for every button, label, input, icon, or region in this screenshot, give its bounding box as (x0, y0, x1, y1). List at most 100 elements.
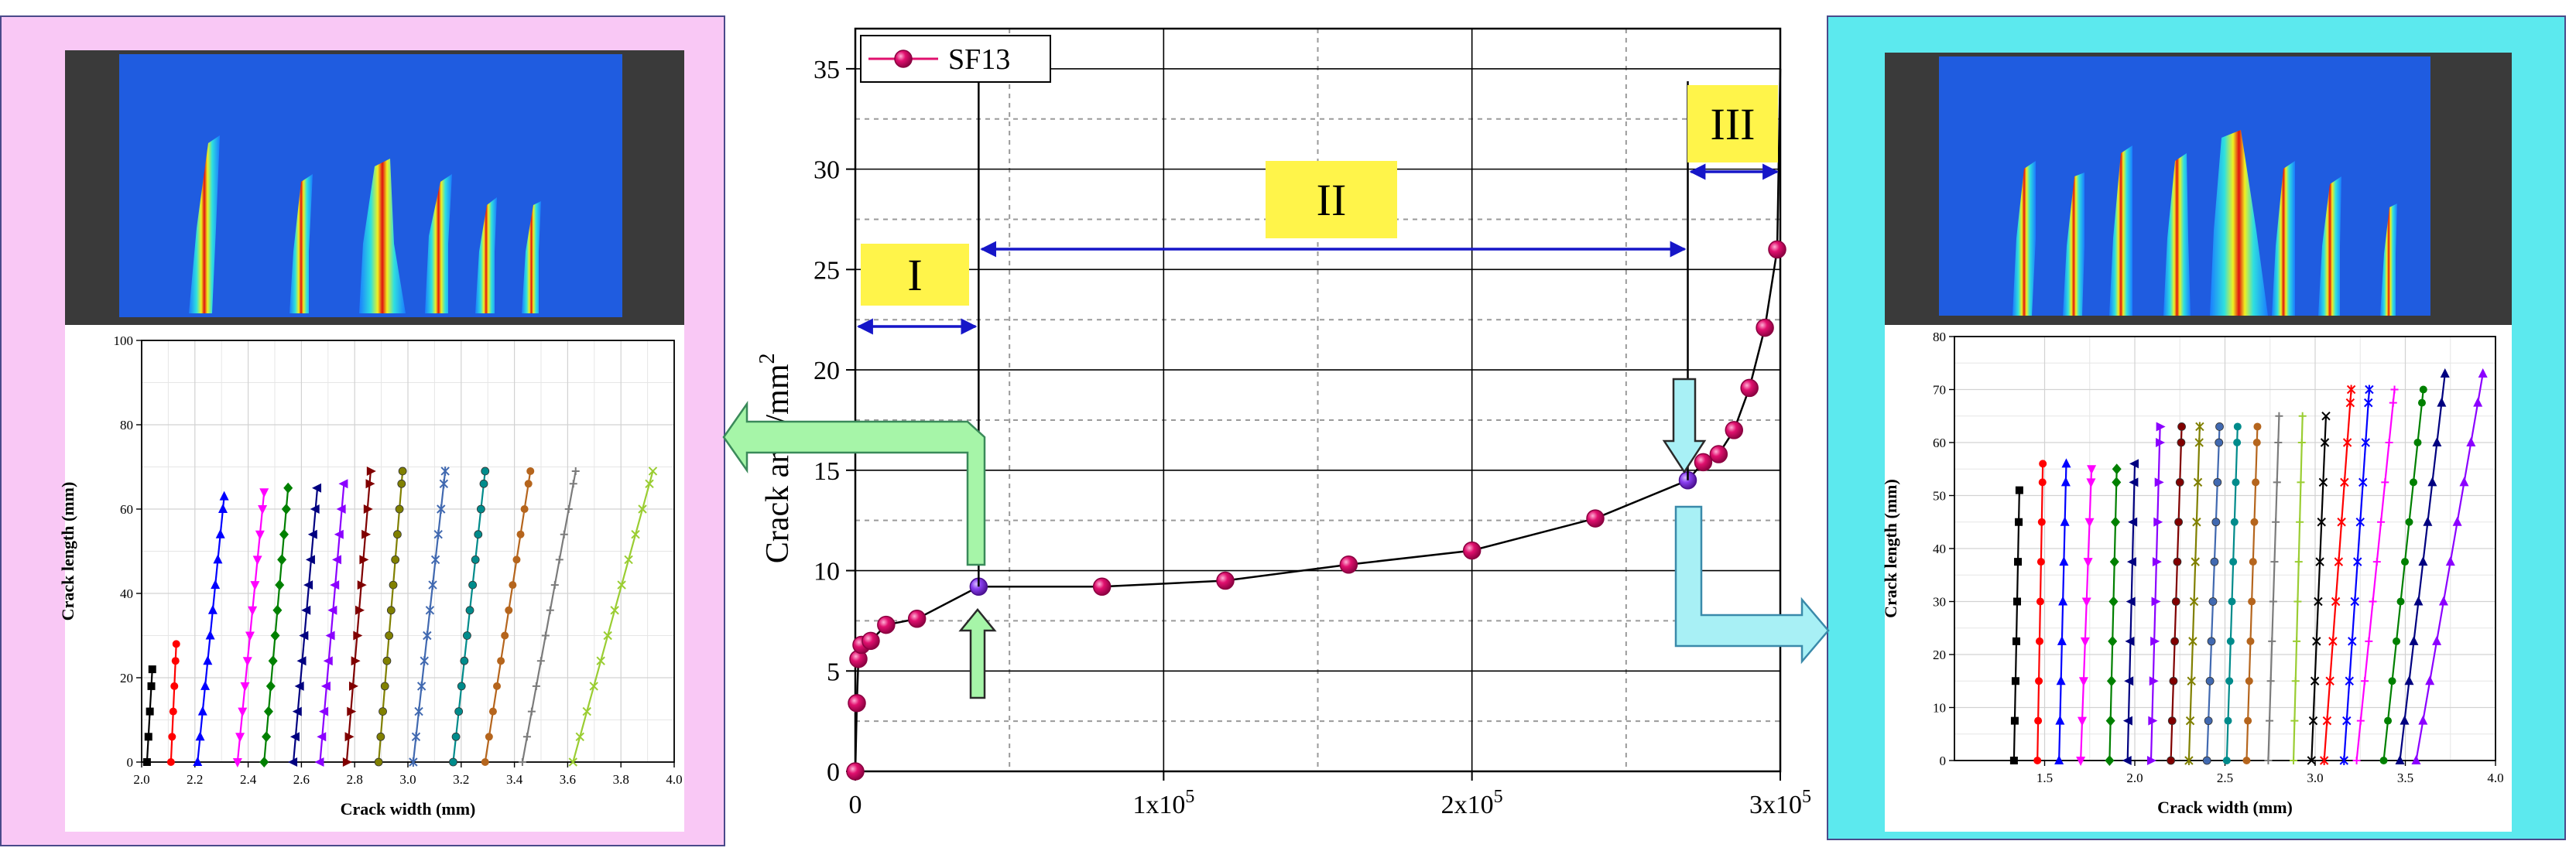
marker-hexagon (376, 732, 385, 741)
y-tick-label: 50 (1933, 489, 1946, 504)
marker-triangle-left (2129, 477, 2139, 487)
marker-circle (2242, 757, 2251, 764)
marker-triangle (2473, 397, 2483, 407)
marker-plus (2266, 716, 2274, 725)
marker-diamond (272, 604, 283, 616)
marker-hexagon (389, 580, 398, 590)
marker-pentagon (474, 530, 483, 539)
marker-circle (2396, 597, 2405, 606)
marker-circle (485, 733, 493, 741)
marker-pentagon (471, 555, 480, 564)
marker-square (2013, 597, 2022, 606)
marker-pentagon (2208, 597, 2218, 606)
marker-square (2014, 558, 2023, 566)
y-tick-label: 40 (120, 586, 133, 601)
marker-star (2187, 676, 2196, 686)
marker-diamond (2106, 675, 2116, 687)
marker-plus (2365, 637, 2373, 645)
marker-plus (550, 581, 559, 590)
marker-circle (2388, 677, 2396, 685)
marker-diamond (2112, 463, 2122, 475)
data-point (1216, 571, 1235, 590)
marker-circle (509, 581, 517, 590)
marker-diamond (263, 706, 273, 717)
marker-triangle-left (319, 706, 329, 716)
marker-triangle-down (240, 682, 250, 692)
marker-plus (2390, 385, 2399, 394)
marker-star (2345, 676, 2354, 686)
marker-diamond (2108, 635, 2118, 647)
marker-triangle-down (255, 530, 265, 540)
data-point (1725, 421, 1743, 439)
marker-triangle-left (289, 732, 300, 742)
marker-circle (2039, 460, 2047, 468)
marker-triangle-left (299, 631, 309, 641)
marker-triangle-left (303, 580, 313, 590)
marker-star (2334, 557, 2344, 567)
marker-triangle-left (325, 631, 335, 641)
marker-plus (2298, 412, 2307, 420)
marker-triangle-right (2154, 477, 2164, 487)
marker-circle (2037, 518, 2046, 526)
marker-pentagon (2213, 477, 2222, 487)
marker-diamond (2112, 477, 2122, 488)
x-tick-label: 3.6 (560, 772, 576, 787)
stage-label-box (1266, 161, 1397, 238)
marker-circle (2384, 716, 2393, 725)
marker-circle (2417, 398, 2426, 407)
marker-star (439, 479, 449, 489)
marker-hexagon (2174, 518, 2183, 527)
y-tick-label: 20 (814, 357, 840, 385)
marker-circle (2233, 422, 2242, 431)
marker-circle (169, 707, 177, 716)
marker-triangle-right (366, 466, 376, 476)
marker-triangle-down (238, 707, 248, 717)
marker-plus (2297, 478, 2305, 487)
x-axis-label: Crack width (mm) (341, 799, 476, 819)
marker-star (411, 732, 421, 742)
marker-triangle-left (2126, 557, 2136, 567)
marker-star (414, 706, 423, 716)
marker-hexagon (382, 656, 392, 665)
y-tick-label: 0 (1940, 754, 1947, 768)
crack-series-line (2150, 426, 2161, 761)
marker-triangle-down (245, 631, 255, 641)
marker-plus (2266, 677, 2275, 685)
marker-circle (2232, 478, 2240, 487)
crack-series-line (2187, 426, 2201, 761)
marker-star (409, 757, 418, 767)
marker-star (2192, 517, 2201, 527)
marker-plus (2274, 439, 2283, 446)
y-tick-label: 100 (114, 333, 134, 348)
marker-star (2346, 385, 2356, 395)
marker-triangle-down (2078, 677, 2088, 687)
marker-diamond (259, 757, 269, 767)
marker-cross (2308, 716, 2318, 726)
marker-circle (2409, 478, 2417, 487)
marker-circle (520, 505, 529, 513)
marker-circle (2401, 558, 2410, 566)
x-tick-label: 2.4 (240, 772, 257, 787)
marker-cross (2318, 477, 2328, 487)
marker-triangle (2432, 437, 2442, 446)
marker-star (2345, 398, 2355, 408)
marker-triangle-right (2156, 422, 2166, 432)
marker-triangle-right (2149, 676, 2159, 686)
marker-triangle-left (317, 732, 327, 742)
marker-circle (2034, 716, 2043, 725)
marker-circle (512, 555, 521, 564)
marker-square (2012, 637, 2020, 645)
marker-circle (2233, 439, 2242, 446)
marker-plus (2296, 518, 2304, 526)
right-plot-box (1885, 317, 2512, 832)
marker-hexagon (2171, 597, 2180, 606)
marker-star (2191, 557, 2200, 567)
marker-triangle-left (323, 656, 333, 666)
data-point (1756, 318, 1774, 337)
marker-triangle (2423, 516, 2433, 526)
marker-pentagon (479, 479, 488, 488)
marker-star (2364, 398, 2373, 408)
cyan-down-arrow (1662, 378, 1707, 474)
marker-triangle-right (363, 504, 373, 514)
marker-circle (171, 657, 180, 665)
